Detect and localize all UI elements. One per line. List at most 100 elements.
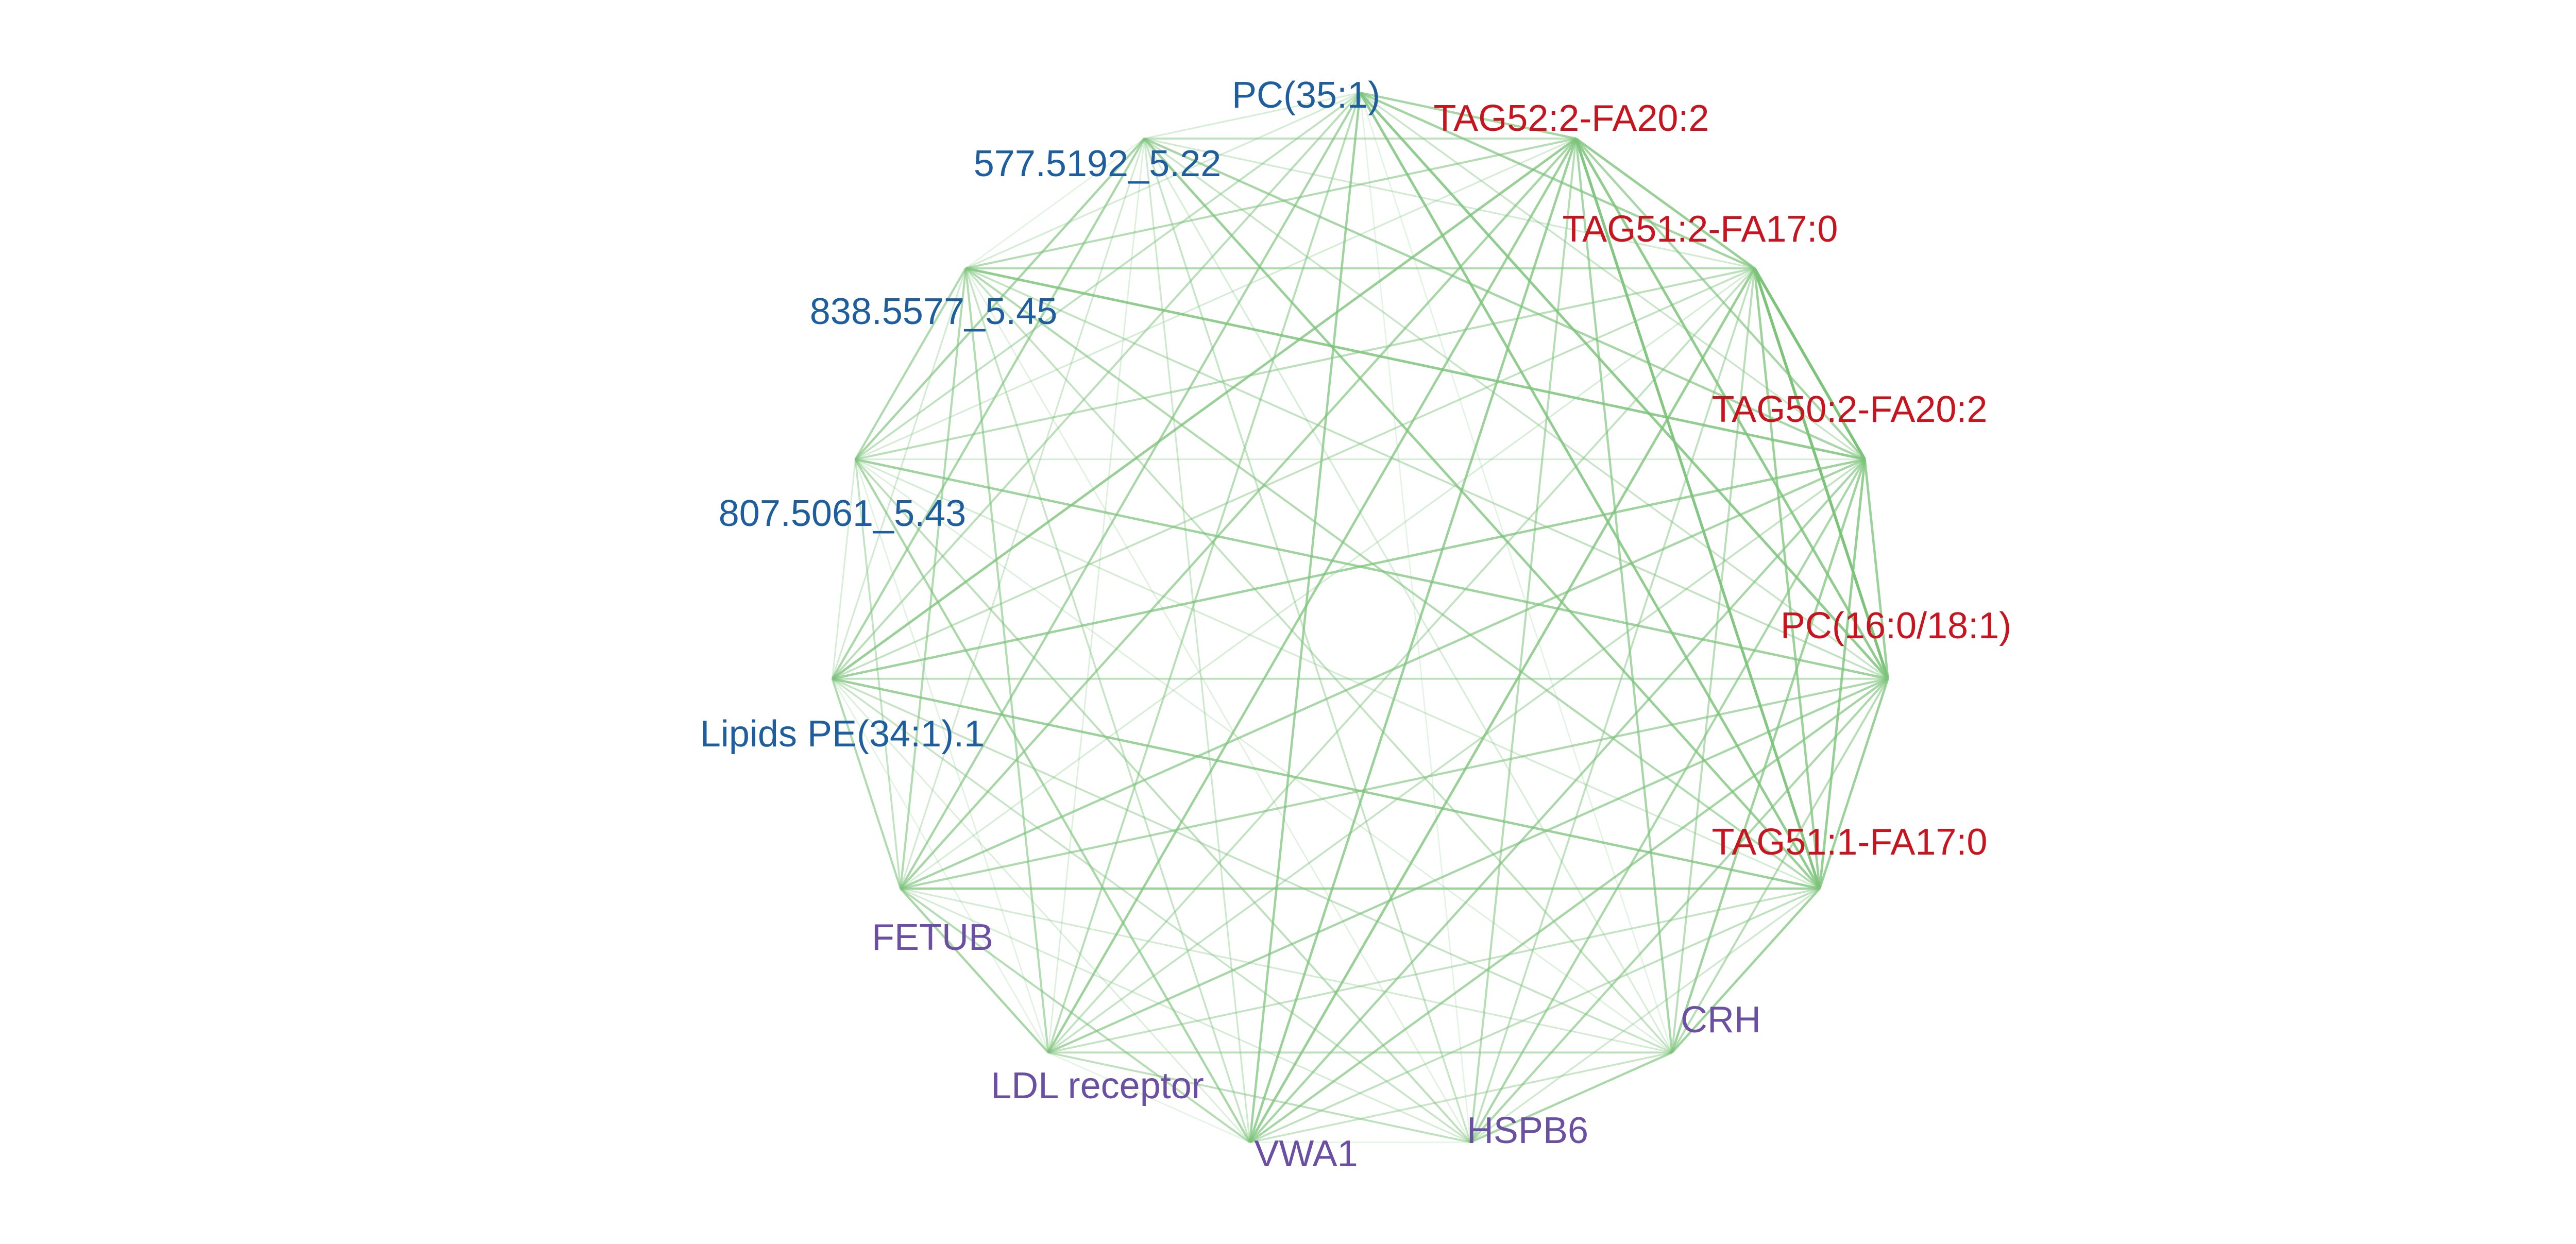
edge [832,678,1251,1143]
edge [832,678,1673,1053]
node-label: FETUB [872,917,993,958]
edge [965,138,1577,269]
edge [855,92,1361,461]
node-label: TAG51:1-FA17:0 [1712,822,1988,863]
edge [832,138,1577,680]
edge [900,888,1049,1053]
edge [1143,138,1821,890]
edge [1753,267,1866,461]
edge [900,888,1672,1053]
edge [964,268,1251,1143]
edge [1047,138,1145,1053]
edge [900,138,1577,890]
edge [1360,92,1866,461]
edge [1575,138,1866,461]
node-label: HSPB6 [1467,1110,1588,1151]
edge [832,678,1471,1143]
edge [855,458,1820,890]
edge [832,92,1361,680]
edge [965,267,1821,890]
node-label: 577.5192_5.22 [974,143,1221,184]
edge [1359,92,1821,890]
edge [1359,92,1673,1053]
edge [1671,678,1889,1053]
edge [855,267,1755,461]
edge [1143,138,1471,1143]
edge [1753,267,1890,679]
edge [1360,91,1577,140]
edge [1863,459,1889,679]
edge [965,267,1866,461]
edge [1144,137,1866,461]
node-label: PC(16:0/18:1) [1781,605,2011,646]
edge [1047,458,1866,1053]
edge [965,268,1471,1143]
edge [854,267,967,460]
node-label: LDL receptor [991,1065,1204,1106]
edge [1143,138,1673,1053]
edge [1249,1051,1672,1144]
edge [1047,267,1755,1053]
edge [1359,92,1471,1143]
node-label: TAG50:2-FA20:2 [1712,389,1988,430]
edge [1469,138,1577,1143]
node-label: Lipids PE(34:1).1 [700,713,985,755]
edge [1144,138,1889,680]
edge [1818,459,1866,889]
node-label: VWA1 [1254,1133,1358,1174]
edge [1248,267,1756,1143]
node-label: CRH [1681,999,1761,1041]
node-label: TAG51:2-FA17:0 [1563,209,1838,250]
edge [1047,677,1889,1054]
edge [1470,888,1820,1143]
edge [1470,1051,1673,1144]
edge [1047,92,1361,1053]
edge [854,458,1251,1143]
edge [900,677,1888,890]
edge [855,458,1673,1053]
edge [832,268,967,679]
edge [832,267,1755,680]
node-label: 838.5577_5.45 [810,291,1057,332]
edge [1048,1052,1250,1143]
edge [1249,888,1820,1144]
edge [1048,1051,1471,1144]
edge [832,677,1820,890]
label-layer: PC(35:1) TAG52:2-FA20:2 TAG51:2-FA17:0 TAG5… [700,75,2011,1174]
edge [831,138,1145,679]
edge [900,888,1471,1143]
edge [965,267,1889,680]
edge [1574,138,1673,1053]
edge [1143,138,1251,1143]
edge [832,459,856,679]
node-label: TAG52:2-FA20:2 [1434,98,1709,139]
edge [1575,138,1755,269]
edge [854,458,1471,1143]
edge [1671,458,1866,1053]
edge [965,138,1145,269]
node-label: 807.5061_5.43 [719,493,966,534]
edge [965,92,1361,269]
edge [1144,138,1755,269]
edge [854,459,902,889]
edge [1753,268,1821,889]
edge [1574,138,1889,679]
edge [831,678,902,889]
edge [854,138,1145,461]
edge [1469,678,1889,1143]
edge [1469,268,1756,1143]
edge [855,458,1888,680]
edge [900,888,1251,1144]
edge [855,459,1049,1053]
edge [965,267,1673,1053]
edge [900,138,1145,889]
edge [832,678,1049,1053]
edge [899,268,967,889]
edge [1818,678,1889,889]
edge [1671,268,1756,1053]
edge [1360,91,1755,269]
edge [1048,888,1820,1054]
edge [1144,92,1361,140]
edge [1671,888,1821,1053]
